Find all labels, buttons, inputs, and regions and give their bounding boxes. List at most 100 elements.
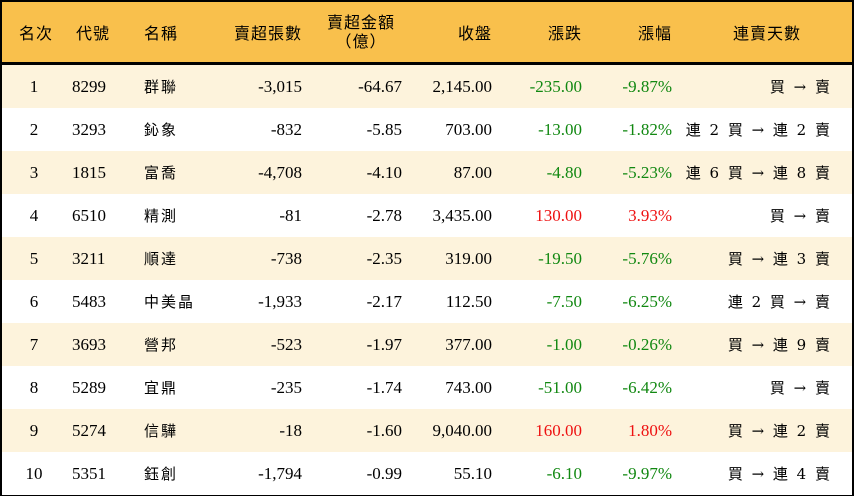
cell-change-pct: -6.42% [622,377,672,397]
cell-net-sell-lots: -832 [270,119,302,139]
cell-change-pct: -5.23% [622,162,672,182]
cell-change: -13.00 [538,119,582,139]
table-row: 1 8299 群聯 -3,015 -64.67 2,145.00 -235.00… [2,65,852,108]
cell-close: 112.50 [445,291,492,311]
cell-streak: 買 → 連 4 賣 [727,465,832,483]
cell-change: -7.50 [546,291,582,311]
cell-change: -19.50 [538,248,582,268]
cell-rank: 3 [29,162,39,182]
cell-streak: 買 → 連 9 賣 [727,336,832,354]
cell-close: 377.00 [445,334,492,354]
cell-code: 3693 [72,334,106,354]
header-net-sell-amount-line1: 賣超金額 [326,13,395,32]
cell-name: 宜鼎 [144,379,179,397]
cell-name: 營邦 [144,336,179,354]
cell-net-sell-lots: -1,794 [258,463,302,483]
cell-name: 信驊 [144,422,179,440]
cell-name: 鈊象 [144,121,179,139]
cell-streak: 買 → 賣 [769,379,832,397]
header-rank: 名次 [18,24,53,43]
cell-streak: 買 → 賣 [769,207,832,225]
table-row: 3 1815 富喬 -4,708 -4.10 87.00 -4.80 -5.23… [2,151,852,194]
header-change: 漲跌 [547,24,582,43]
cell-code: 8299 [72,76,106,96]
cell-change-pct: -9.87% [622,76,672,96]
cell-change-pct: -5.76% [622,248,672,268]
cell-name: 精測 [144,207,179,225]
cell-change: -1.00 [546,334,582,354]
cell-net-sell-amount: -1.97 [366,334,402,354]
cell-change: -51.00 [538,377,582,397]
cell-net-sell-amount: -4.10 [366,162,402,182]
header-name: 名稱 [144,24,179,43]
cell-code: 5289 [72,377,106,397]
cell-net-sell-amount: -1.60 [366,420,402,440]
cell-change: 130.00 [535,205,582,225]
cell-change-pct: -6.25% [622,291,672,311]
cell-net-sell-lots: -235 [270,377,302,397]
table-body: 1 8299 群聯 -3,015 -64.67 2,145.00 -235.00… [2,65,852,495]
header-code: 代號 [76,24,111,43]
table-row: 9 5274 信驊 -18 -1.60 9,040.00 160.00 1.80… [2,409,852,452]
cell-code: 5274 [72,420,106,440]
cell-code: 6510 [72,205,106,225]
cell-net-sell-lots: -18 [279,420,302,440]
header-net-sell-amount: 賣超金額 （億） [302,13,402,51]
cell-change-pct: -9.97% [622,463,672,483]
cell-net-sell-lots: -523 [270,334,302,354]
cell-net-sell-amount: -2.35 [366,248,402,268]
cell-change-pct: 3.93% [628,205,672,225]
cell-streak: 買 → 連 2 賣 [727,422,832,440]
cell-rank: 1 [29,76,39,96]
cell-rank: 4 [29,205,39,225]
cell-name: 鈺創 [144,465,179,483]
cell-name: 富喬 [144,164,179,182]
cell-streak: 連 6 買 → 連 8 賣 [685,164,832,182]
cell-code: 3293 [72,119,106,139]
cell-code: 5351 [72,463,106,483]
table-row: 7 3693 營邦 -523 -1.97 377.00 -1.00 -0.26%… [2,323,852,366]
cell-change-pct: 1.80% [628,420,672,440]
cell-rank: 6 [29,291,39,311]
cell-net-sell-amount: -5.85 [366,119,402,139]
cell-net-sell-amount: -1.74 [366,377,402,397]
cell-net-sell-amount: -2.78 [366,205,402,225]
cell-close: 319.00 [445,248,492,268]
cell-net-sell-lots: -4,708 [258,162,302,182]
header-net-sell-amount-unit: （億） [335,32,387,51]
cell-net-sell-lots: -1,933 [258,291,302,311]
cell-code: 3211 [72,248,106,268]
table-row: 5 3211 順達 -738 -2.35 319.00 -19.50 -5.76… [2,237,852,280]
table-row: 8 5289 宜鼎 -235 -1.74 743.00 -51.00 -6.42… [2,366,852,409]
table-row: 10 5351 鈺創 -1,794 -0.99 55.10 -6.10 -9.9… [2,452,852,495]
cell-close: 9,040.00 [432,420,493,440]
table-row: 6 5483 中美晶 -1,933 -2.17 112.50 -7.50 -6.… [2,280,852,323]
header-change-pct: 漲幅 [637,24,672,43]
cell-streak: 買 → 賣 [769,78,832,96]
cell-rank: 8 [29,377,39,397]
header-close: 收盤 [457,24,492,43]
cell-change-pct: -1.82% [622,119,672,139]
cell-name: 順達 [144,250,179,268]
cell-close: 743.00 [445,377,492,397]
cell-change: 160.00 [535,420,582,440]
cell-close: 2,145.00 [432,76,493,96]
table-row: 4 6510 精測 -81 -2.78 3,435.00 130.00 3.93… [2,194,852,237]
cell-code: 5483 [72,291,106,311]
cell-change: -6.10 [546,463,582,483]
cell-net-sell-lots: -738 [270,248,302,268]
cell-change: -235.00 [529,76,582,96]
cell-name: 中美晶 [144,293,196,311]
cell-rank: 10 [25,463,43,483]
cell-change-pct: -0.26% [622,334,672,354]
cell-change: -4.80 [546,162,582,182]
cell-code: 1815 [72,162,106,182]
cell-close: 3,435.00 [432,205,493,225]
cell-rank: 7 [29,334,39,354]
cell-streak: 連 2 買 → 連 2 賣 [685,121,832,139]
cell-close: 55.10 [453,463,492,483]
cell-net-sell-amount: -0.99 [366,463,402,483]
cell-rank: 5 [29,248,39,268]
table-header: 名次 代號 名稱 賣超張數 賣超金額 （億） 收盤 漲跌 漲幅 連賣天數 [2,2,852,65]
